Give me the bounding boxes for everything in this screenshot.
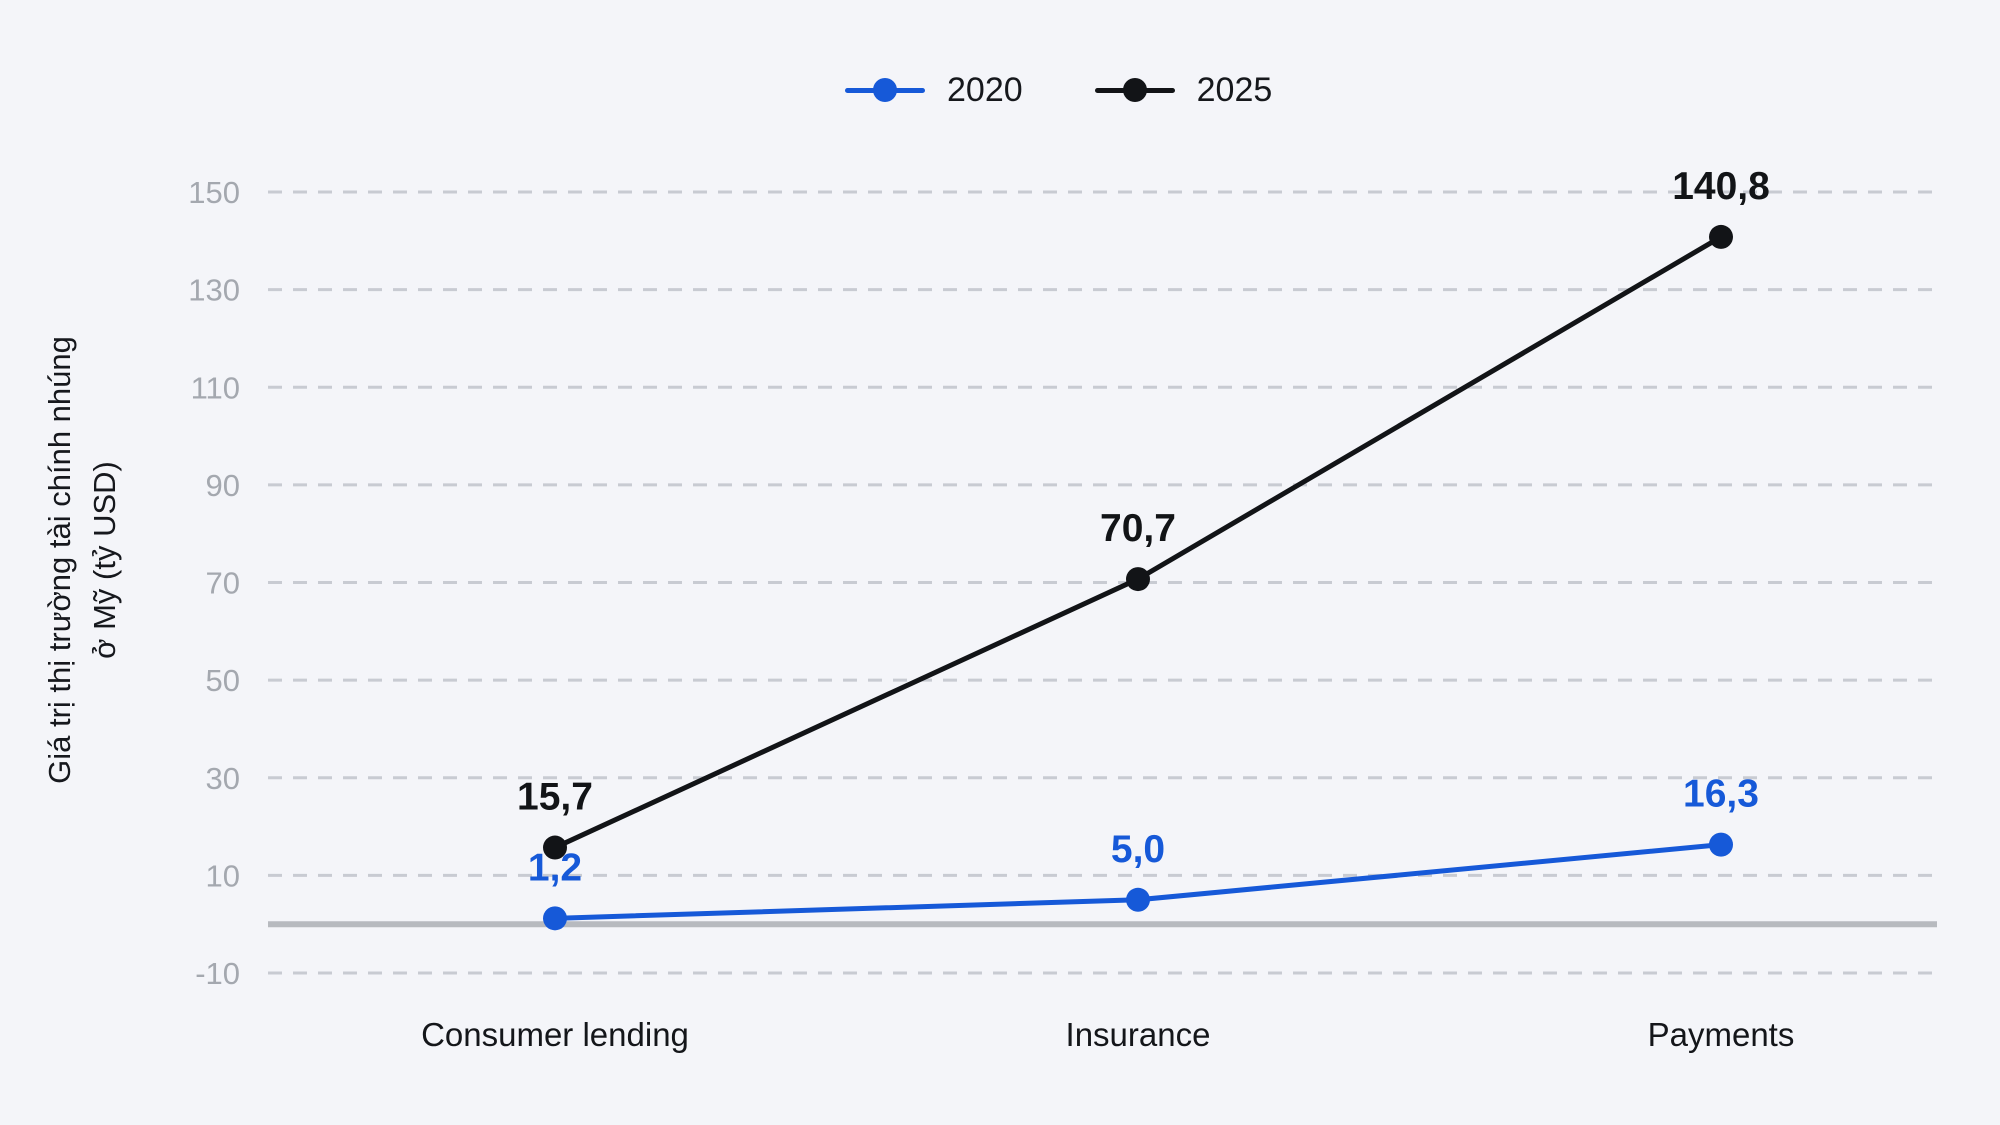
y-tick-label: 70 <box>206 566 240 601</box>
value-label-2025-Payments: 140,8 <box>1672 165 1770 208</box>
legend-item-2020[interactable]: 2020 <box>845 68 1023 112</box>
data-point-2025-Insurance[interactable] <box>1126 567 1150 592</box>
chart-legend: 2020 2025 <box>845 68 1272 112</box>
y-tick-label: 110 <box>191 370 240 405</box>
data-point-2020-Payments[interactable] <box>1709 832 1733 857</box>
y-tick-label: 30 <box>206 761 240 796</box>
legend-item-2025[interactable]: 2025 <box>1094 68 1273 112</box>
data-point-2020-Consumer lending[interactable] <box>543 906 567 931</box>
value-label-2020-Payments: 16,3 <box>1683 773 1759 816</box>
data-point-2025-Payments[interactable] <box>1709 224 1733 249</box>
value-label-2025-Consumer lending: 15,7 <box>517 776 593 819</box>
y-tick-label: -10 <box>195 956 240 991</box>
legend-label: 2025 <box>1196 71 1273 109</box>
legend-label: 2020 <box>947 71 1023 109</box>
data-point-2020-Insurance[interactable] <box>1126 887 1150 912</box>
y-tick-label: 10 <box>206 858 240 893</box>
value-label-2025-Insurance: 70,7 <box>1100 507 1176 550</box>
y-tick-label: 150 <box>188 175 240 210</box>
x-category-label: Consumer lending <box>421 1016 689 1053</box>
y-tick-label: 50 <box>206 663 240 698</box>
value-label-2020-Insurance: 5,0 <box>1111 828 1165 871</box>
y-tick-label: 90 <box>206 468 240 503</box>
legend-line-dot-icon <box>1094 78 1175 102</box>
legend-dot-icon <box>1122 78 1147 102</box>
y-tick-label: 130 <box>188 273 240 308</box>
legend-dot-icon <box>873 78 897 102</box>
data-point-2025-Consumer lending[interactable] <box>543 835 567 860</box>
x-category-label: Insurance <box>1066 1016 1211 1053</box>
x-category-label: Payments <box>1648 1016 1795 1053</box>
legend-line-dot-icon <box>845 78 925 102</box>
